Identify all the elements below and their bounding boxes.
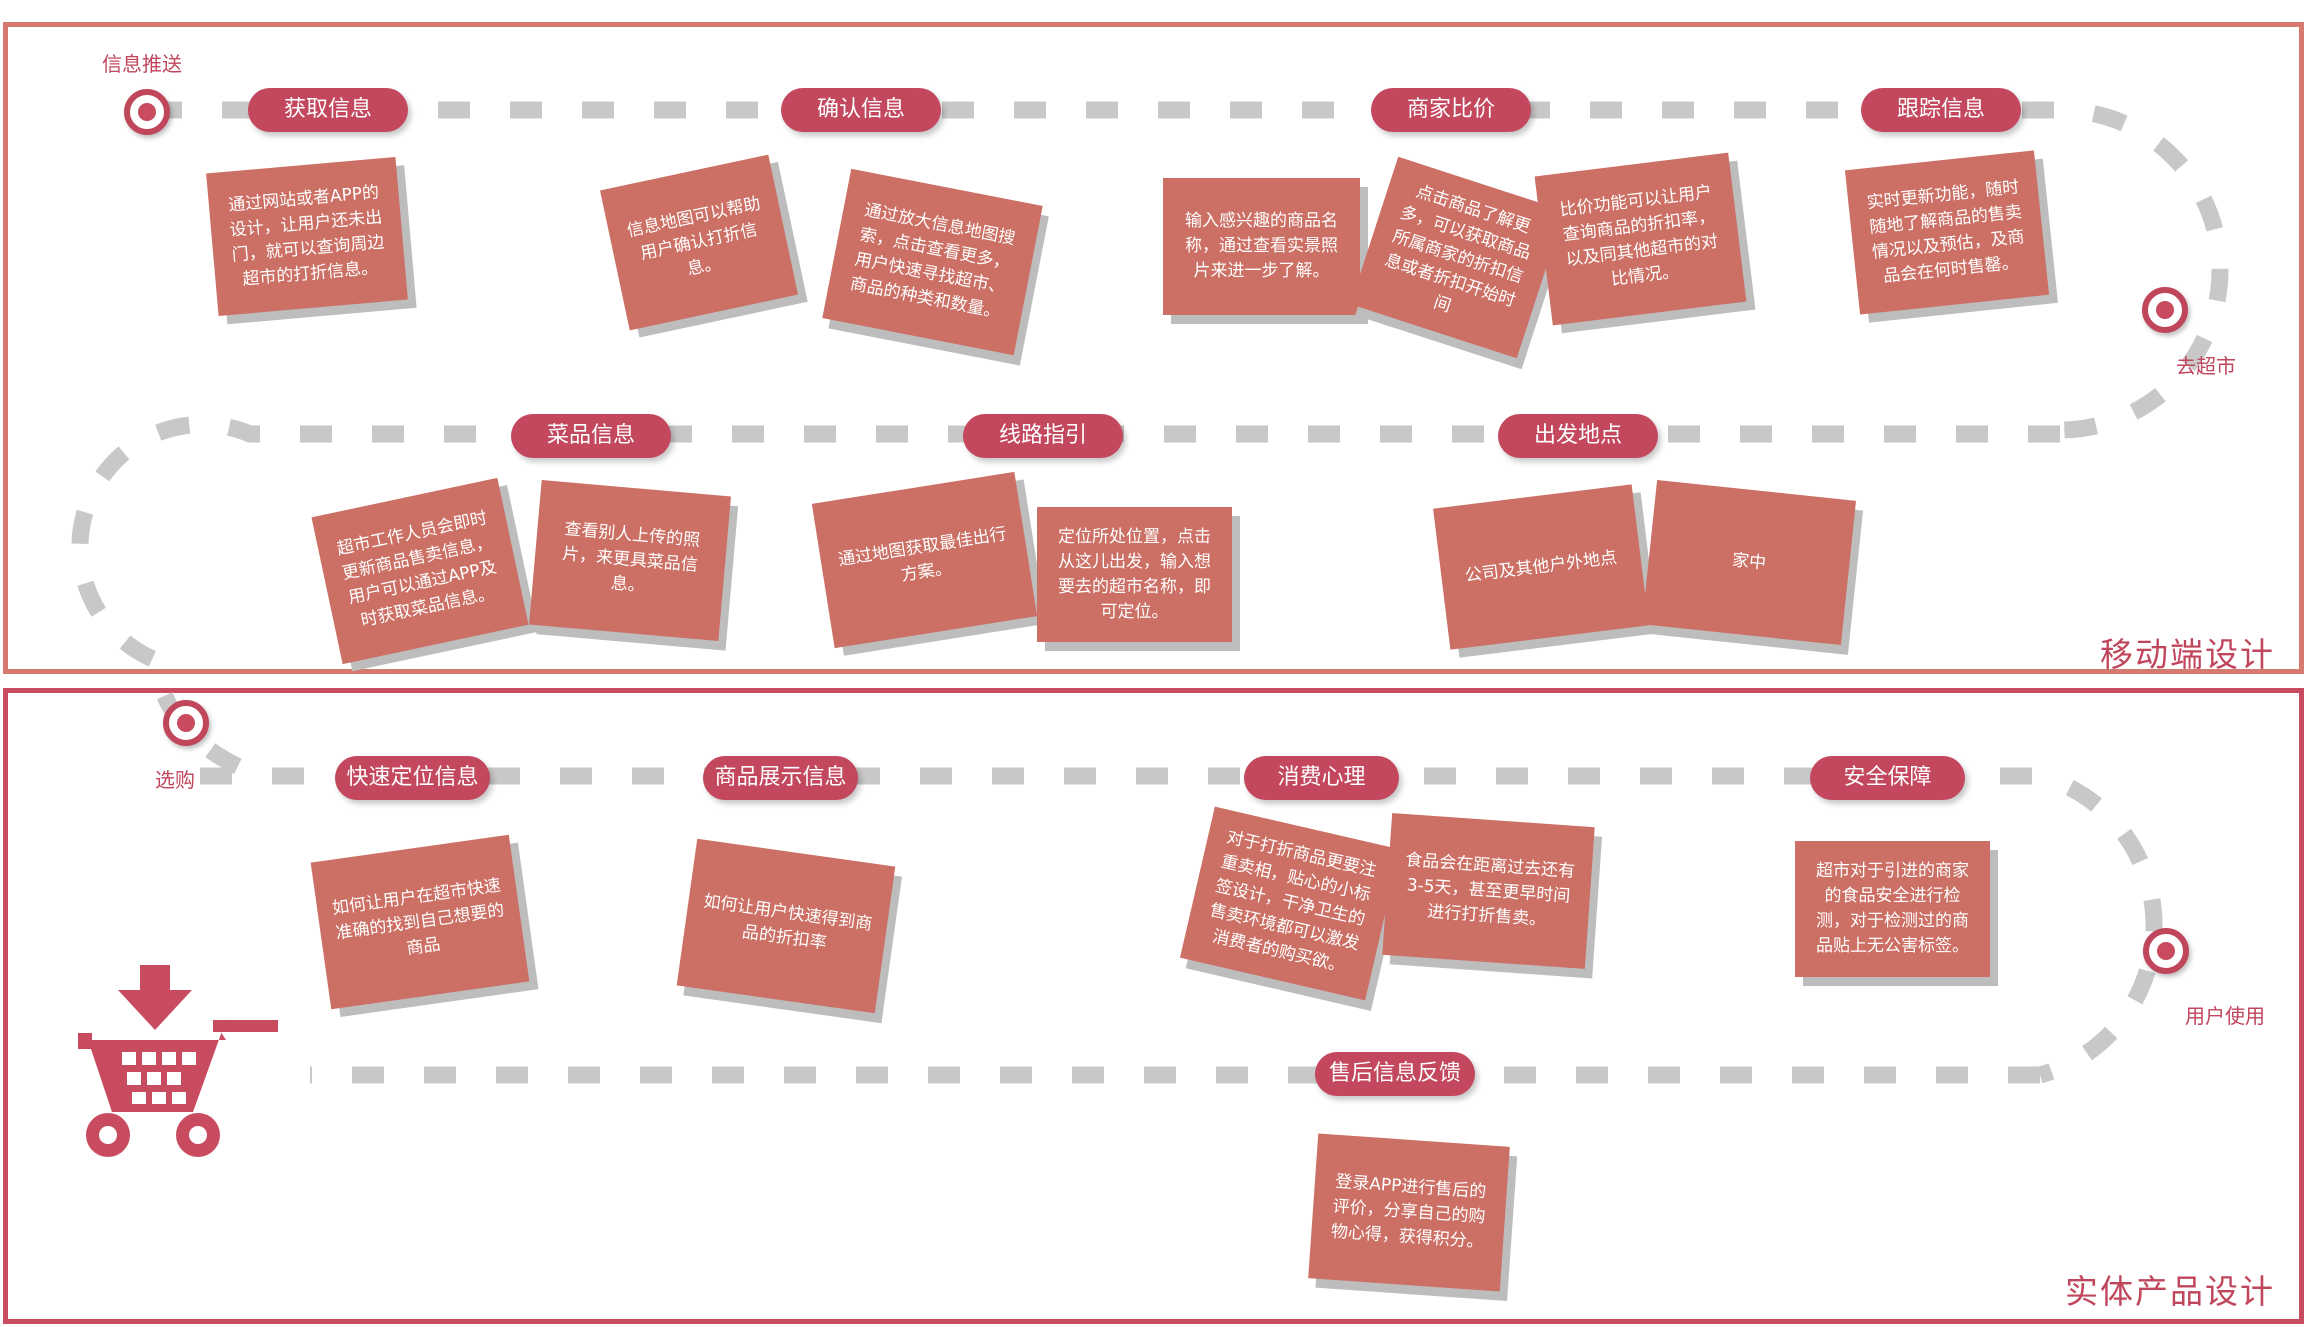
card-psych-2: 食品会在距离过去还有3-5天，甚至更早时间进行打折售卖。 bbox=[1382, 813, 1595, 969]
card-locate-1: 如何让用户在超市快速准确的找到自己想要的商品 bbox=[310, 834, 530, 1010]
stage-quick-locate: 快速定位信息 bbox=[335, 756, 490, 800]
card-departure-1: 公司及其他户外地点 bbox=[1433, 484, 1649, 650]
push-node-label: 信息推送 bbox=[102, 52, 182, 76]
card-compare-3: 比价功能可以让用户查询商品的折扣率，以及同其他超市的对比情况。 bbox=[1534, 152, 1747, 326]
push-node bbox=[124, 89, 170, 135]
go-market-node bbox=[2142, 287, 2188, 333]
stage-psychology: 消费心理 bbox=[1244, 756, 1399, 800]
mobile-design-panel bbox=[3, 22, 2304, 674]
stage-dish-info: 菜品信息 bbox=[511, 414, 671, 458]
shopping-cart-icon bbox=[78, 965, 278, 1157]
stage-confirm-info: 确认信息 bbox=[781, 88, 941, 132]
path-row-1 bbox=[150, 101, 2229, 439]
path-row-3 bbox=[200, 767, 2163, 1084]
stage-after-sale: 售后信息反馈 bbox=[1315, 1052, 1475, 1096]
card-track-1: 实时更新功能，随时随地了解商品的售卖情况以及预估，及商品会在何时售罄。 bbox=[1844, 150, 2050, 315]
card-display-1: 如何让用户快速得到商品的折扣率 bbox=[676, 838, 896, 1014]
select-node bbox=[163, 700, 209, 746]
card-route-2: 定位所处位置，点击从这儿出发，输入想要去的超市名称，即可定位。 bbox=[1037, 507, 1232, 642]
card-dish-2: 查看别人上传的照片，来更具菜品信息。 bbox=[529, 479, 731, 642]
select-node-label: 选购 bbox=[155, 768, 195, 792]
stage-compare: 商家比价 bbox=[1371, 88, 1531, 132]
physical-design-panel bbox=[3, 688, 2304, 1324]
stage-display: 商品展示信息 bbox=[703, 756, 858, 800]
stage-get-info: 获取信息 bbox=[248, 88, 408, 132]
stage-safety: 安全保障 bbox=[1810, 756, 1965, 800]
use-node-label: 用户使用 bbox=[2185, 1004, 2265, 1028]
use-node bbox=[2143, 928, 2189, 974]
go-market-node-label: 去超市 bbox=[2176, 354, 2236, 378]
card-safety-1: 超市对于引进的商家的食品安全进行检测，对于检测过的商品贴上无公害标签。 bbox=[1795, 841, 1990, 977]
stage-departure: 出发地点 bbox=[1498, 414, 1658, 458]
mobile-section-title: 移动端设计 bbox=[2100, 635, 2275, 674]
stage-track: 跟踪信息 bbox=[1861, 88, 2021, 132]
physical-section-title: 实体产品设计 bbox=[2065, 1272, 2275, 1311]
card-after-1: 登录APP进行售后的评价，分享自己的购物心得，获得积分。 bbox=[1308, 1133, 1510, 1292]
card-get-info-1: 通过网站或者APP的设计，让用户还未出门，就可以查询周边超市的打折信息。 bbox=[206, 156, 408, 317]
card-compare-1: 输入感兴趣的商品名称，通过查看实景照片来进一步了解。 bbox=[1163, 178, 1360, 315]
down-arrow-icon bbox=[118, 965, 192, 1030]
stage-route: 线路指引 bbox=[963, 414, 1123, 458]
card-departure-2: 家中 bbox=[1641, 479, 1857, 646]
